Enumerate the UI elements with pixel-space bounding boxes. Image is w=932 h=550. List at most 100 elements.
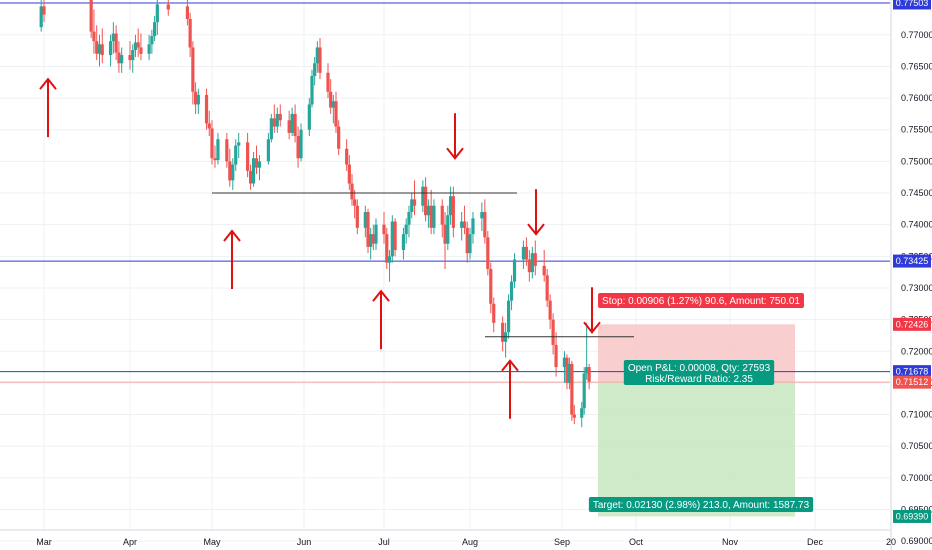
candle <box>213 145 217 168</box>
candle-body <box>412 199 417 206</box>
candle-body <box>196 94 200 105</box>
candle-body <box>207 123 211 129</box>
price-tag-label: 0.77503 <box>896 0 929 8</box>
candle <box>251 151 256 187</box>
price-tags: 0.775030.734250.724260.716780.715200.715… <box>893 0 931 523</box>
candle-body <box>443 224 447 244</box>
candle-body <box>512 259 517 282</box>
position-labels: Stop: 0.00906 (1.27%) 90.6, Amount: 750.… <box>588 293 814 512</box>
candle-body <box>194 91 198 105</box>
candle <box>185 0 189 26</box>
pnl-label-box <box>623 360 775 385</box>
candle <box>570 360 574 421</box>
candle <box>111 22 115 54</box>
candle <box>155 0 159 35</box>
candle-body <box>257 161 262 168</box>
candle-body <box>471 218 475 235</box>
candle-body <box>426 205 430 216</box>
candle-body <box>337 126 341 149</box>
candle <box>290 107 294 137</box>
candle-body <box>315 47 319 64</box>
candle <box>421 180 425 213</box>
candle <box>278 104 282 127</box>
candle-body <box>363 212 367 228</box>
candle <box>225 132 229 168</box>
candle-body <box>580 408 584 418</box>
candle-body <box>548 300 552 320</box>
candle <box>39 0 43 32</box>
candle-body <box>272 118 276 127</box>
candle <box>153 15 157 42</box>
y-tick-label: 0.72000 <box>901 346 932 356</box>
candle-body <box>293 113 297 137</box>
candle <box>42 0 46 23</box>
candle-body <box>355 205 359 228</box>
candle-body <box>350 183 354 200</box>
candle-body <box>385 234 389 263</box>
stop-label: Stop: 0.00906 (1.27%) 90.6, Amount: 750.… <box>602 296 800 307</box>
candle <box>393 218 397 257</box>
target-zone <box>598 382 795 517</box>
candle <box>210 120 214 165</box>
candle-body <box>567 363 571 383</box>
candle-body <box>108 41 113 56</box>
candle <box>108 34 113 67</box>
candle <box>97 34 102 67</box>
candle-body <box>120 55 124 64</box>
candle <box>401 227 406 260</box>
candle <box>582 367 586 415</box>
candle <box>355 199 359 235</box>
candle-body <box>551 319 555 345</box>
candle <box>374 218 378 250</box>
candle-body <box>460 221 464 228</box>
candle <box>446 205 450 250</box>
price-tag-target: 0.69390 <box>893 509 931 523</box>
candle-body <box>213 158 217 161</box>
candle-body <box>42 6 46 15</box>
candle-body <box>374 224 378 244</box>
candle <box>114 25 118 61</box>
candle <box>216 132 220 165</box>
candle <box>363 205 367 238</box>
trend-levels <box>212 192 634 338</box>
candle-body <box>524 246 528 260</box>
candle-body <box>204 94 209 124</box>
candle <box>448 186 453 225</box>
candle <box>318 37 322 80</box>
target-label-box <box>588 497 814 512</box>
candle <box>369 227 373 260</box>
candle <box>100 28 104 64</box>
candle-body <box>462 221 467 228</box>
candle <box>465 221 469 263</box>
y-tick-label: 0.70000 <box>901 473 932 483</box>
candle <box>542 250 546 282</box>
candle <box>228 148 232 187</box>
candle <box>296 126 300 168</box>
candle-body <box>390 221 394 257</box>
candle-body <box>533 253 537 266</box>
candle <box>554 332 558 377</box>
candle <box>287 110 291 140</box>
candle-body <box>310 75 314 105</box>
candle <box>310 69 314 108</box>
candle-body <box>382 224 386 235</box>
x-tick-label: Oct <box>629 537 644 547</box>
candle <box>191 41 195 105</box>
candle-body <box>225 139 229 162</box>
pnl-label: Open P&L: 0.00008, Qty: 27593 <box>628 363 771 374</box>
target-label: Target: 0.02130 (2.98%) 213.0, Amount: 1… <box>593 500 810 511</box>
x-tick-label: Mar <box>36 537 52 547</box>
candle <box>136 28 140 57</box>
candle <box>462 205 467 235</box>
stop-label-box <box>598 293 804 308</box>
candle-body <box>100 44 104 56</box>
candle-body <box>448 196 453 216</box>
candle-body <box>318 47 322 73</box>
arrow-head <box>501 359 519 372</box>
candle-body <box>446 215 450 244</box>
candle-body <box>353 199 357 206</box>
candle-body <box>530 253 534 273</box>
candle <box>548 294 552 330</box>
candle-body <box>278 113 282 121</box>
